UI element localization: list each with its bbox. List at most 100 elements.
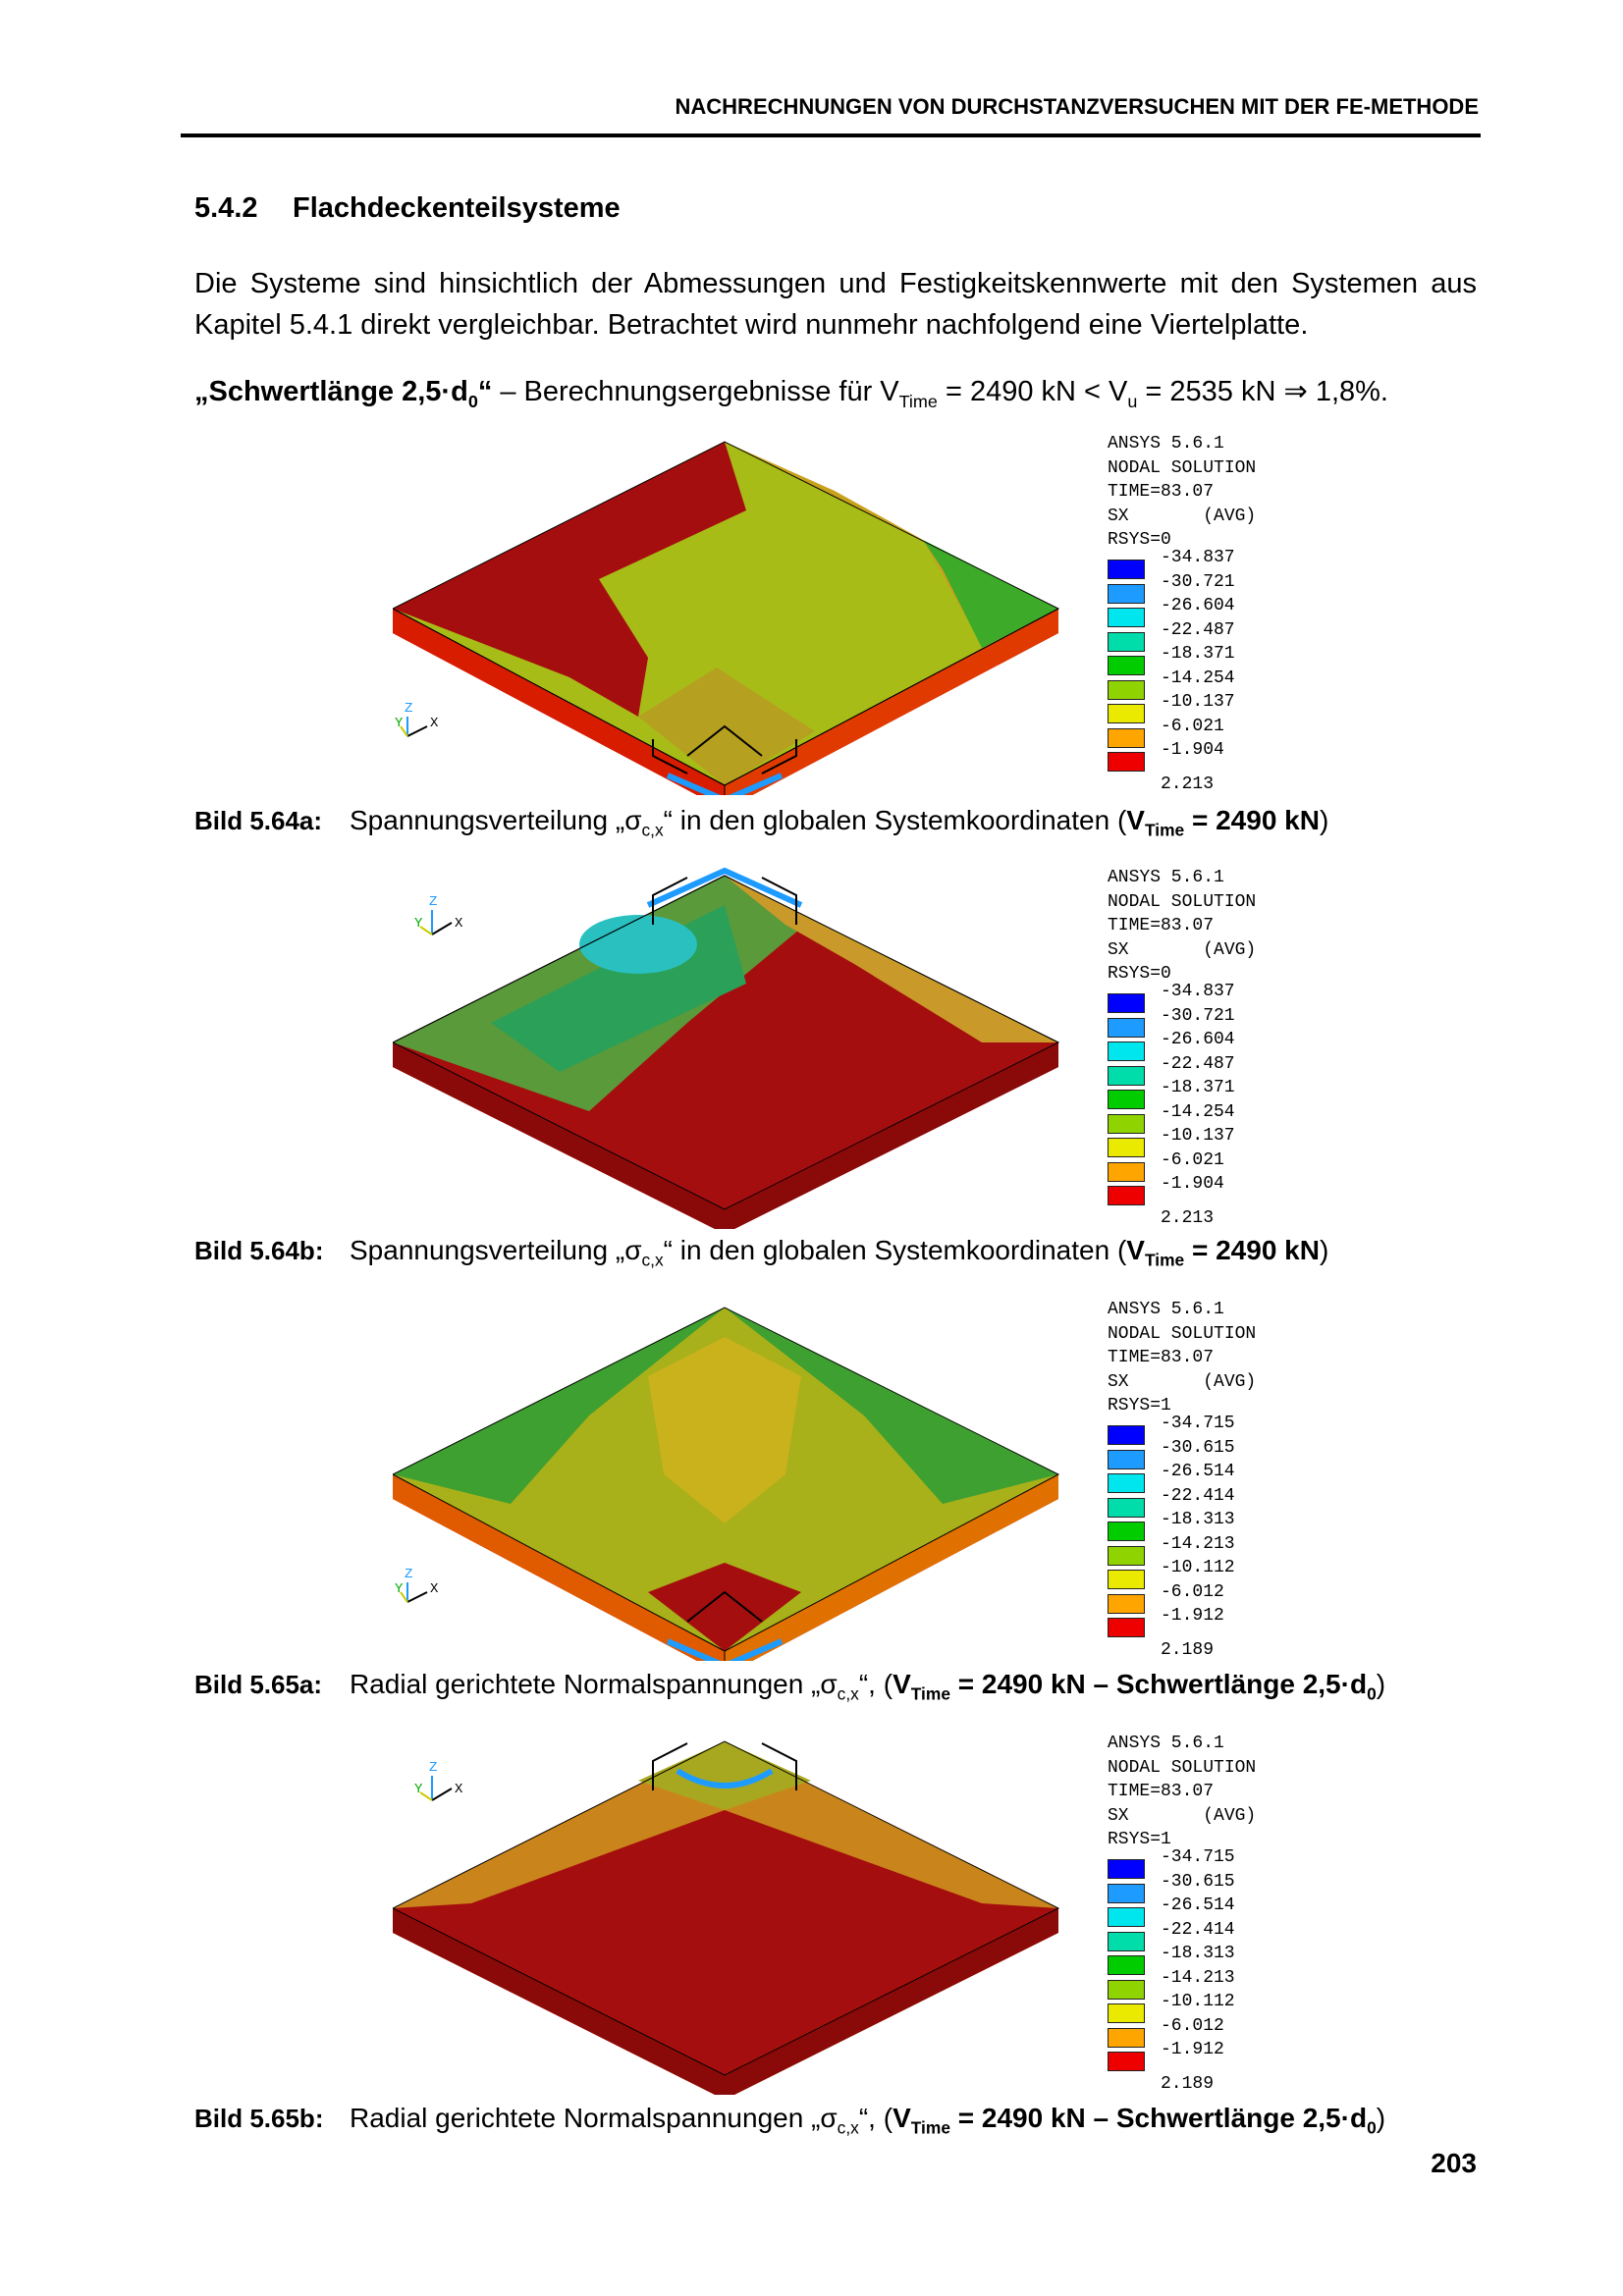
legend-value: -14.254 (1161, 667, 1235, 688)
legend-value: 2.189 (1161, 1639, 1215, 1660)
legend-swatch (1108, 1113, 1145, 1134)
legend-value: -34.837 (1161, 982, 1235, 1001)
legend-swatch (1108, 583, 1145, 604)
legend-value: -26.604 (1161, 596, 1235, 615)
axis-y-label: Y (395, 716, 404, 731)
legend-swatch (1108, 1161, 1145, 1182)
caption-5-64a: Bild 5.64a: Spannungsverteilung „σc,x“ in… (194, 805, 1329, 840)
figure-5-65a: Z Y X ANSYS 5.6.1 NODAL SOLUTION TIME=83.0… (393, 1298, 1316, 1661)
axis-x-label: X (430, 716, 439, 731)
legend-value: -18.371 (1161, 644, 1235, 664)
axis-z-label: Z (429, 894, 437, 910)
running-head: NACHRECHNUNGEN VON DURCHSTANZVERSUCHEN M… (675, 94, 1480, 119)
fe-plot-5-64b: Z Y X (393, 867, 1060, 1229)
legend-value: -18.371 (1161, 1078, 1235, 1097)
legend-swatch (1108, 1570, 1145, 1589)
legend-value: -30.721 (1161, 1005, 1235, 1026)
legend-swatch (1108, 1593, 1145, 1614)
axis-x-label: X (455, 916, 463, 932)
legend-swatch (1108, 1425, 1145, 1445)
legend-swatch (1108, 1979, 1145, 2000)
legend-value: -30.615 (1161, 1437, 1235, 1458)
body-paragraph: Die Systeme sind hinsichtlich der Abmess… (194, 268, 1477, 341)
legend-swatch (1108, 631, 1145, 652)
caption-5-65a: Bild 5.65a: Radial gerichtete Normalspann… (194, 1669, 1386, 1704)
legend-value: -1.912 (1161, 2040, 1224, 2059)
legend-value: -14.213 (1161, 1533, 1235, 1554)
legend-swatch (1108, 2003, 1145, 2023)
caption-5-64b: Bild 5.64b: Spannungsverteilung „σc,x“ in… (194, 1235, 1329, 1270)
legend-value: -22.414 (1161, 1919, 1235, 1940)
legend-swatch (1108, 1449, 1145, 1469)
legend-swatch (1108, 1497, 1145, 1518)
axis-x-label: X (430, 1581, 439, 1597)
legend-value: -1.904 (1161, 740, 1224, 760)
coordinate-triad: Z Y X (414, 894, 463, 935)
section-heading: 5.4.2 Flachdeckenteilsysteme (194, 192, 621, 225)
legend-value: -22.487 (1161, 1053, 1235, 1074)
axis-x-label: X (455, 1782, 463, 1797)
result-line: „Schwertlänge 2,5·d0“ – Berechnungsergeb… (194, 376, 1388, 411)
legend-swatch (1108, 1090, 1145, 1109)
axis-y-label: Y (414, 916, 423, 932)
legend-swatch (1108, 2027, 1145, 2048)
legend-value: -18.313 (1161, 1510, 1235, 1529)
legend-value: -1.912 (1161, 1606, 1224, 1626)
legend-swatch (1108, 1041, 1145, 1061)
caption-5-65b: Bild 5.65b: Radial gerichtete Normalspann… (194, 2103, 1386, 2138)
legend-value: 2.213 (1161, 1207, 1215, 1228)
coordinate-triad: Z Y X (395, 1567, 439, 1603)
legend-value: -10.137 (1161, 692, 1235, 712)
section-number: 5.4.2 (194, 192, 258, 224)
header-rule (181, 133, 1481, 137)
legend-swatch (1108, 1065, 1145, 1086)
legend-swatch (1108, 656, 1145, 675)
legend-value: -18.313 (1161, 1944, 1235, 1963)
fe-plot-5-65a: Z Y X (393, 1307, 1060, 1661)
legend-swatch (1108, 1017, 1145, 1038)
legend-swatch (1108, 1907, 1145, 1927)
legend-swatch (1108, 1883, 1145, 1903)
axis-z-label: Z (405, 701, 412, 717)
legend-swatch (1108, 1473, 1145, 1493)
figure-5-64b: Z Y X ANSYS 5.6.1 NODAL SOLUTION TIME=83.0… (393, 866, 1316, 1229)
legend-value: -14.213 (1161, 1967, 1235, 1988)
axis-y-label: Y (395, 1581, 404, 1597)
legend-swatch (1108, 560, 1145, 579)
legend-value: -34.715 (1161, 1847, 1235, 1867)
legend-value: -6.012 (1161, 2015, 1224, 2036)
legend-swatch (1108, 1955, 1145, 1975)
legend-value: -30.615 (1161, 1871, 1235, 1892)
legend-value: -6.012 (1161, 1581, 1224, 1602)
ansys-info: ANSYS 5.6.1 NODAL SOLUTION TIME=83.07 SX (A… (1108, 1300, 1257, 1415)
legend-swatch (1108, 1618, 1145, 1637)
legend-value: 2.189 (1161, 2073, 1215, 2094)
legend-value: -22.487 (1161, 619, 1235, 640)
legend-swatch (1108, 1859, 1145, 1879)
legend-value: -14.254 (1161, 1101, 1235, 1122)
legend-value: -26.514 (1161, 1462, 1235, 1481)
legend-value: -34.715 (1161, 1414, 1235, 1433)
ansys-info: ANSYS 5.6.1 NODAL SOLUTION TIME=83.07 SX (A… (1108, 1734, 1257, 1849)
legend-swatch (1108, 608, 1145, 627)
legend-value: -6.021 (1161, 716, 1224, 736)
legend-value: -26.514 (1161, 1896, 1235, 1915)
axis-z-label: Z (429, 1760, 437, 1776)
figure-5-64a: Z Y X ANSYS 5.6.1 NODAL SOLUTION TIME=83.0… (393, 432, 1316, 795)
legend-swatch (1108, 1545, 1145, 1566)
legend-value: -6.021 (1161, 1149, 1224, 1170)
legend-value: -10.137 (1161, 1126, 1235, 1146)
axis-y-label: Y (414, 1782, 423, 1797)
ansys-info: ANSYS 5.6.1 NODAL SOLUTION TIME=83.07 SX (A… (1108, 868, 1257, 984)
axis-z-label: Z (405, 1567, 412, 1582)
legend-swatch (1108, 1931, 1145, 1951)
page-number: 203 (1431, 2148, 1477, 2178)
legend-swatch (1108, 2052, 1145, 2071)
legend-value: -22.414 (1161, 1485, 1235, 1506)
legend-swatch (1108, 679, 1145, 700)
legend-swatch (1108, 1186, 1145, 1205)
coordinate-triad: Z Y X (395, 701, 439, 737)
legend-value: -34.837 (1161, 548, 1235, 567)
legend-value: -10.112 (1161, 1992, 1235, 2011)
legend-swatch (1108, 1138, 1145, 1157)
